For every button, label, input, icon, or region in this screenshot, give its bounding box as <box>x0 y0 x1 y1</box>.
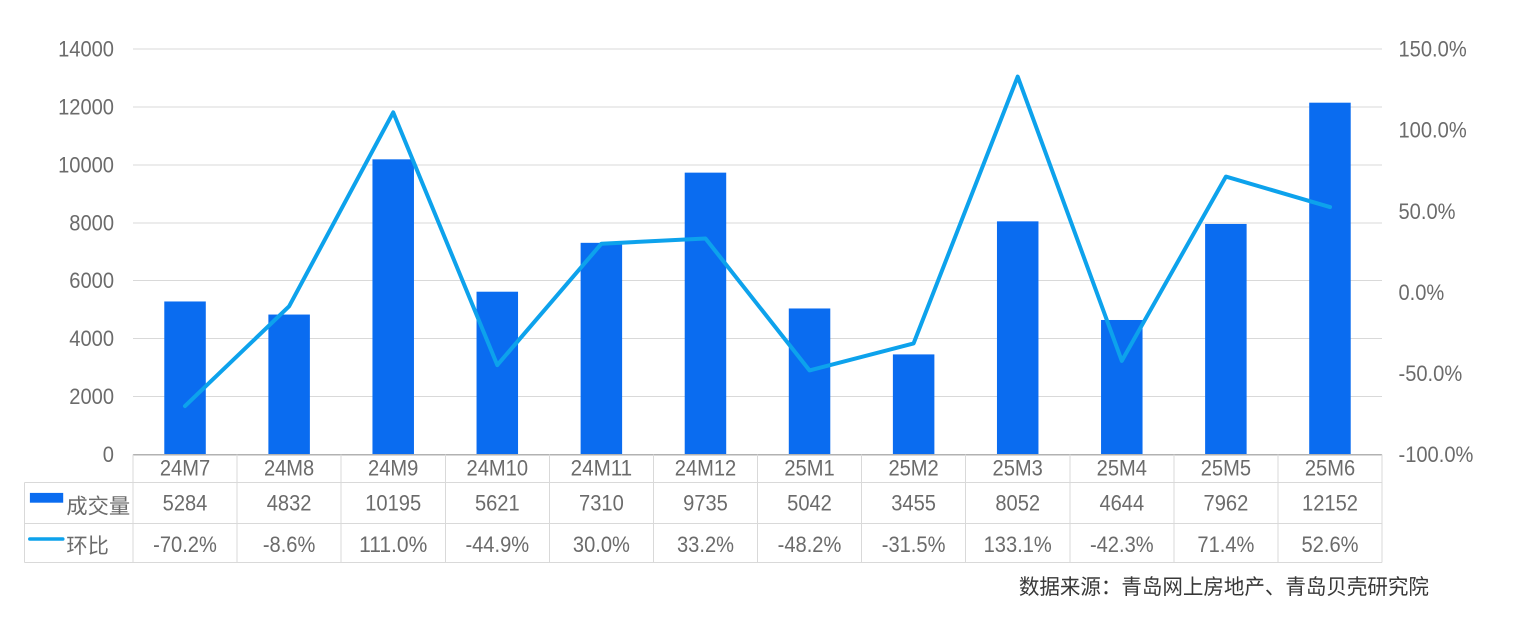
svg-text:5284: 5284 <box>163 490 208 515</box>
svg-text:3455: 3455 <box>891 490 936 515</box>
svg-text:4000: 4000 <box>69 326 114 351</box>
svg-text:52.6%: 52.6% <box>1302 532 1359 557</box>
svg-text:8052: 8052 <box>995 490 1040 515</box>
svg-text:50.0%: 50.0% <box>1399 199 1456 224</box>
svg-text:-44.9%: -44.9% <box>465 532 529 557</box>
svg-text:5621: 5621 <box>475 490 520 515</box>
svg-text:25M4: 25M4 <box>1097 456 1147 481</box>
svg-text:4644: 4644 <box>1099 490 1144 515</box>
svg-text:24M10: 24M10 <box>467 456 529 481</box>
svg-text:2000: 2000 <box>69 384 114 409</box>
svg-text:4832: 4832 <box>267 490 312 515</box>
svg-text:25M1: 25M1 <box>784 456 834 481</box>
svg-text:-48.2%: -48.2% <box>778 532 842 557</box>
svg-text:-42.3%: -42.3% <box>1090 532 1154 557</box>
svg-text:7310: 7310 <box>579 490 624 515</box>
svg-text:8000: 8000 <box>69 210 114 235</box>
svg-text:71.4%: 71.4% <box>1197 532 1254 557</box>
svg-text:24M9: 24M9 <box>368 456 418 481</box>
svg-text:-70.2%: -70.2% <box>153 532 217 557</box>
svg-text:-8.6%: -8.6% <box>263 532 316 557</box>
svg-text:0: 0 <box>103 442 114 467</box>
svg-text:33.2%: 33.2% <box>677 532 734 557</box>
svg-text:10195: 10195 <box>365 490 421 515</box>
svg-text:25M6: 25M6 <box>1305 456 1355 481</box>
svg-text:-100.0%: -100.0% <box>1399 442 1474 467</box>
svg-text:14000: 14000 <box>58 37 114 62</box>
svg-text:10000: 10000 <box>58 152 114 177</box>
svg-text:12000: 12000 <box>58 95 114 120</box>
svg-text:24M7: 24M7 <box>160 456 210 481</box>
svg-text:7962: 7962 <box>1204 490 1249 515</box>
svg-text:150.0%: 150.0% <box>1399 37 1467 62</box>
svg-text:25M3: 25M3 <box>993 456 1043 481</box>
svg-text:24M12: 24M12 <box>675 456 737 481</box>
svg-text:111.0%: 111.0% <box>359 532 427 557</box>
svg-text:25M2: 25M2 <box>888 456 938 481</box>
svg-text:-50.0%: -50.0% <box>1399 361 1463 386</box>
svg-text:24M8: 24M8 <box>264 456 314 481</box>
svg-text:12152: 12152 <box>1302 490 1358 515</box>
svg-text:24M11: 24M11 <box>571 456 633 481</box>
svg-text:-31.5%: -31.5% <box>882 532 946 557</box>
svg-text:9735: 9735 <box>683 490 728 515</box>
svg-text:133.1%: 133.1% <box>984 532 1052 557</box>
svg-text:25M5: 25M5 <box>1201 456 1251 481</box>
svg-text:0.0%: 0.0% <box>1399 280 1445 305</box>
svg-text:6000: 6000 <box>69 268 114 293</box>
svg-text:100.0%: 100.0% <box>1399 118 1467 143</box>
svg-text:30.0%: 30.0% <box>573 532 630 557</box>
svg-text:5042: 5042 <box>787 490 832 515</box>
